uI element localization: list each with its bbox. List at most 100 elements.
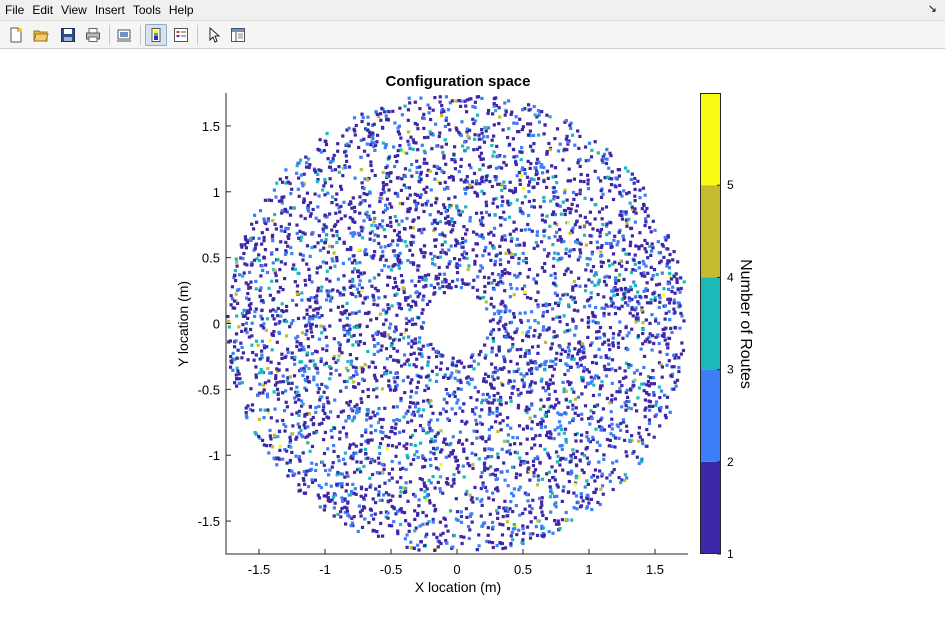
scatter-point bbox=[394, 422, 398, 426]
menu-help[interactable]: Help bbox=[168, 3, 194, 17]
scatter-point bbox=[542, 325, 546, 329]
scatter-point bbox=[434, 274, 438, 278]
scatter-point bbox=[426, 374, 430, 378]
print-icon[interactable] bbox=[82, 24, 104, 46]
scatter-point bbox=[649, 298, 653, 302]
scatter-point bbox=[421, 408, 426, 412]
scatter-point bbox=[317, 422, 321, 426]
legend-toggle-icon[interactable] bbox=[170, 24, 192, 46]
save-icon[interactable] bbox=[57, 24, 79, 46]
scatter-point bbox=[529, 520, 533, 524]
scatter-point bbox=[392, 330, 397, 334]
scatter-point bbox=[332, 337, 336, 341]
scatter-point bbox=[286, 180, 290, 184]
scatter-point bbox=[258, 436, 262, 440]
scatter-point bbox=[453, 376, 457, 380]
scatter-point bbox=[335, 230, 339, 234]
scatter-point bbox=[594, 487, 598, 491]
scatter-point bbox=[447, 122, 451, 126]
scatter-point bbox=[617, 262, 621, 266]
scatter-point bbox=[290, 351, 294, 355]
scatter-point bbox=[494, 178, 498, 182]
scatter-point bbox=[352, 205, 357, 209]
scatter-point bbox=[267, 286, 271, 290]
scatter-point bbox=[502, 271, 506, 276]
colorbar-frame bbox=[700, 93, 721, 554]
dock-arrow-icon[interactable]: ↘ bbox=[927, 3, 937, 15]
scatter-point bbox=[426, 360, 430, 364]
scatter-point bbox=[499, 276, 503, 280]
scatter-point bbox=[623, 295, 627, 299]
scatter-point bbox=[552, 195, 556, 199]
scatter-point bbox=[534, 299, 538, 303]
scatter-point bbox=[262, 326, 266, 330]
scatter-point bbox=[284, 249, 288, 253]
scatter-point bbox=[586, 497, 590, 501]
scatter-point bbox=[454, 459, 458, 463]
scatter-point bbox=[341, 409, 346, 413]
scatter-point bbox=[253, 310, 257, 314]
scatter-point bbox=[403, 537, 407, 541]
menu-tools[interactable]: Tools bbox=[132, 3, 161, 17]
scatter-point bbox=[413, 337, 417, 341]
scatter-point bbox=[650, 313, 654, 317]
scatter-point bbox=[665, 363, 669, 367]
scatter-point bbox=[418, 165, 422, 169]
scatter-point bbox=[319, 486, 323, 490]
scatter-point bbox=[623, 369, 627, 373]
scatter-point bbox=[527, 368, 531, 372]
scatter-point bbox=[238, 273, 242, 277]
scatter-point bbox=[536, 244, 540, 248]
scatter-point bbox=[498, 421, 502, 425]
scatter-point bbox=[451, 449, 455, 453]
scatter-point bbox=[648, 321, 652, 325]
scatter-point bbox=[651, 219, 655, 223]
property-inspector-icon[interactable] bbox=[227, 24, 249, 46]
menu-edit[interactable]: Edit bbox=[32, 3, 54, 17]
scatter-point bbox=[495, 414, 499, 418]
menu-insert[interactable]: Insert bbox=[94, 3, 125, 17]
scatter-point bbox=[622, 247, 626, 252]
scatter-point bbox=[365, 142, 369, 146]
scatter-point bbox=[379, 430, 383, 434]
scatter-point bbox=[262, 217, 266, 221]
scatter-point bbox=[347, 144, 351, 148]
scatter-point bbox=[573, 347, 577, 351]
scatter-point bbox=[524, 408, 528, 412]
scatter-point bbox=[509, 112, 513, 116]
link-plot-icon[interactable] bbox=[113, 24, 135, 46]
scatter-point bbox=[667, 260, 671, 264]
scatter-point bbox=[460, 253, 464, 257]
scatter-point bbox=[553, 251, 557, 255]
scatter-point bbox=[594, 427, 598, 431]
scatter-point bbox=[503, 154, 507, 159]
y-tick-label: 0 bbox=[213, 317, 220, 332]
menu-file[interactable]: File bbox=[5, 3, 25, 17]
scatter-point bbox=[351, 292, 355, 296]
colorbar-toggle-icon[interactable] bbox=[145, 24, 167, 46]
scatter-point bbox=[519, 442, 523, 446]
menu-view[interactable]: View bbox=[61, 3, 87, 17]
scatter-point bbox=[422, 126, 426, 130]
scatter-point bbox=[654, 413, 659, 417]
scatter-point bbox=[345, 401, 349, 405]
scatter-point bbox=[574, 455, 578, 460]
scatter-point bbox=[599, 189, 603, 193]
scatter-point bbox=[415, 159, 419, 163]
scatter-point bbox=[334, 368, 338, 372]
scatter-point bbox=[620, 297, 624, 301]
scatter-point bbox=[487, 232, 491, 236]
scatter-point bbox=[257, 391, 262, 395]
scatter-point bbox=[426, 398, 430, 402]
pointer-icon[interactable] bbox=[202, 24, 224, 46]
scatter-point bbox=[380, 196, 384, 200]
scatter-point bbox=[484, 246, 488, 250]
open-file-icon[interactable] bbox=[30, 24, 52, 46]
scatter-point bbox=[552, 330, 556, 334]
scatter-point bbox=[384, 166, 388, 170]
scatter-point bbox=[459, 380, 463, 385]
scatter-point bbox=[426, 199, 430, 203]
new-figure-icon[interactable] bbox=[5, 24, 27, 46]
scatter-point bbox=[532, 133, 536, 137]
scatter-point bbox=[638, 231, 642, 235]
